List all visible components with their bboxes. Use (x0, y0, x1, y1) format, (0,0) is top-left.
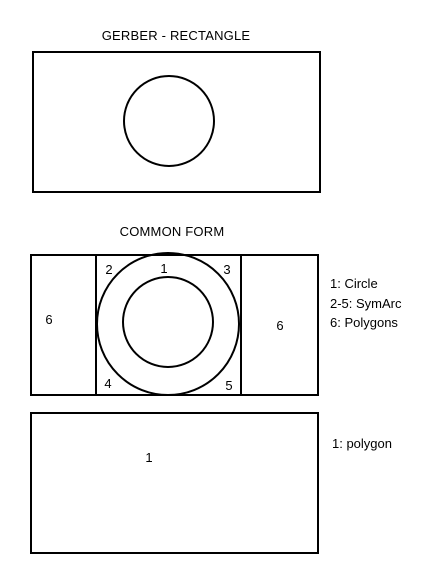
region-label-polygon-right: 6 (276, 318, 283, 333)
polygon-rectangle (30, 412, 319, 554)
common-outer-circle (96, 252, 240, 396)
region-label-polygon: 1 (145, 450, 152, 465)
region-label-symarc-top-left: 2 (105, 262, 112, 277)
gerber-section: GERBER - RECTANGLE (32, 28, 321, 193)
common-legend-line-3: 6: Polygons (330, 315, 398, 330)
common-legend-line-2: 2-5: SymArc (330, 296, 402, 311)
polygon-legend-line-1: 1: polygon (332, 436, 392, 451)
common-outer-rectangle (30, 254, 319, 396)
common-form-title: COMMON FORM (120, 224, 225, 239)
gerber-rectangle (32, 51, 321, 193)
gerber-hole-circle (123, 75, 215, 167)
common-inner-circle (122, 276, 214, 368)
gerber-title: GERBER - RECTANGLE (102, 28, 251, 43)
region-label-polygon-left: 6 (45, 312, 52, 327)
common-form-section: COMMON FORM 1 2 3 4 5 6 6 1: Circle 2-5:… (30, 224, 402, 396)
common-legend-line-1: 1: Circle (330, 276, 378, 291)
region-label-symarc-bottom-right: 5 (225, 378, 232, 393)
region-label-circle: 1 (160, 261, 167, 276)
polygon-section: 1 1: polygon (30, 412, 392, 554)
region-label-symarc-bottom-left: 4 (104, 376, 111, 391)
region-label-symarc-top-right: 3 (223, 262, 230, 277)
